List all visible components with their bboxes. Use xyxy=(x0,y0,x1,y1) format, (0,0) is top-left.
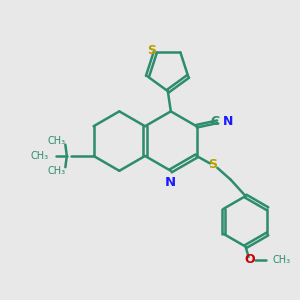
Text: CH₃: CH₃ xyxy=(47,166,65,176)
Text: C: C xyxy=(211,115,220,128)
Text: CH₃: CH₃ xyxy=(47,136,65,146)
Text: N: N xyxy=(165,176,176,189)
Text: N: N xyxy=(222,115,233,128)
Text: S: S xyxy=(208,158,217,171)
Text: CH₃: CH₃ xyxy=(272,255,290,265)
Text: S: S xyxy=(147,44,156,58)
Text: CH₃: CH₃ xyxy=(30,151,48,161)
Text: O: O xyxy=(245,254,255,266)
